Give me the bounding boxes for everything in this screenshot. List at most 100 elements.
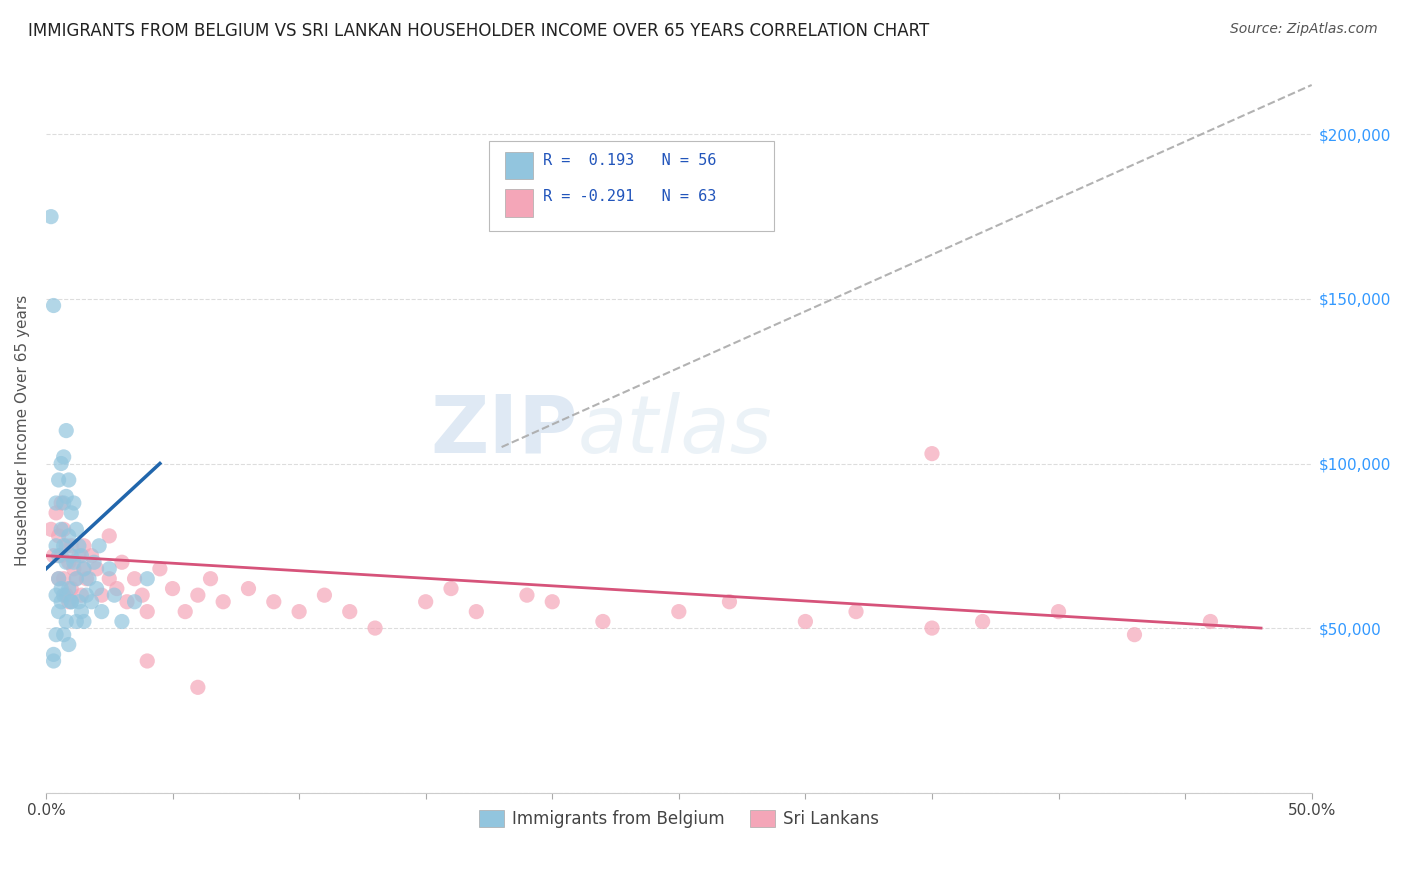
Point [200, 572, 222, 586]
Point [668, 605, 690, 619]
FancyBboxPatch shape [505, 189, 533, 217]
Point [149, 562, 172, 576]
Point [48, 572, 70, 586]
Point [131, 588, 153, 602]
Point [49, 522, 72, 536]
Point [45, 506, 67, 520]
Point [1047, 605, 1070, 619]
Point [58, 555, 80, 569]
Point [90, 588, 112, 602]
Point [52, 539, 75, 553]
Point [65, 572, 87, 586]
Point [45, 539, 67, 553]
Point [516, 588, 538, 602]
Point [70, 588, 93, 602]
Point [55, 615, 77, 629]
Point [55, 490, 77, 504]
Point [80, 595, 103, 609]
Point [1123, 628, 1146, 642]
Point [49, 496, 72, 510]
Point [52, 450, 75, 464]
Point [187, 588, 209, 602]
Point [52, 588, 75, 602]
Point [77, 572, 100, 586]
Point [63, 562, 86, 576]
Text: IMMIGRANTS FROM BELGIUM VS SRI LANKAN HOUSEHOLDER INCOME OVER 65 YEARS CORRELATI: IMMIGRANTS FROM BELGIUM VS SRI LANKAN HO… [28, 22, 929, 40]
Point [73, 562, 96, 576]
Point [70, 549, 93, 563]
Point [48, 549, 70, 563]
Point [541, 595, 564, 609]
Point [67, 539, 90, 553]
Point [76, 588, 98, 602]
Point [73, 562, 96, 576]
Point [89, 539, 111, 553]
Point [58, 529, 80, 543]
Point [60, 549, 83, 563]
Point [98, 562, 121, 576]
Point [86, 582, 108, 596]
Point [238, 582, 260, 596]
Point [73, 615, 96, 629]
Point [105, 582, 128, 596]
Point [415, 595, 437, 609]
Point [162, 582, 184, 596]
Point [124, 572, 146, 586]
Point [55, 539, 77, 553]
Y-axis label: Householder Income Over 65 years: Householder Income Over 65 years [15, 295, 30, 566]
Point [73, 539, 96, 553]
Point [52, 572, 75, 586]
Point [111, 615, 134, 629]
Point [60, 595, 83, 609]
Point [49, 582, 72, 596]
Point [90, 605, 112, 619]
Point [83, 555, 105, 569]
Point [45, 496, 67, 510]
Point [212, 595, 235, 609]
Point [58, 638, 80, 652]
Point [124, 595, 146, 609]
Point [55, 555, 77, 569]
Point [60, 582, 83, 596]
Point [67, 549, 90, 563]
Point [52, 522, 75, 536]
Point [63, 496, 86, 510]
Point [63, 555, 86, 569]
Point [136, 572, 159, 586]
Point [42, 654, 65, 668]
Point [67, 595, 90, 609]
Point [364, 621, 387, 635]
FancyBboxPatch shape [489, 141, 773, 231]
Point [136, 605, 159, 619]
Point [48, 529, 70, 543]
Point [86, 562, 108, 576]
Text: Source: ZipAtlas.com: Source: ZipAtlas.com [1230, 22, 1378, 37]
Point [60, 595, 83, 609]
Point [48, 605, 70, 619]
Point [921, 621, 943, 635]
Point [49, 457, 72, 471]
Point [42, 298, 65, 312]
Point [45, 628, 67, 642]
Point [70, 605, 93, 619]
Text: R =  0.193   N = 56: R = 0.193 N = 56 [543, 153, 717, 169]
Point [58, 582, 80, 596]
Point [39, 210, 62, 224]
Point [794, 615, 817, 629]
Point [103, 588, 125, 602]
Point [1199, 615, 1222, 629]
Point [76, 572, 98, 586]
Point [49, 549, 72, 563]
Point [60, 539, 83, 553]
FancyBboxPatch shape [505, 152, 533, 179]
Point [58, 595, 80, 609]
Text: ZIP: ZIP [430, 392, 578, 469]
Point [98, 529, 121, 543]
Point [48, 572, 70, 586]
Point [288, 605, 311, 619]
Point [48, 473, 70, 487]
Point [52, 628, 75, 642]
Point [339, 605, 361, 619]
Point [263, 595, 285, 609]
Point [55, 588, 77, 602]
